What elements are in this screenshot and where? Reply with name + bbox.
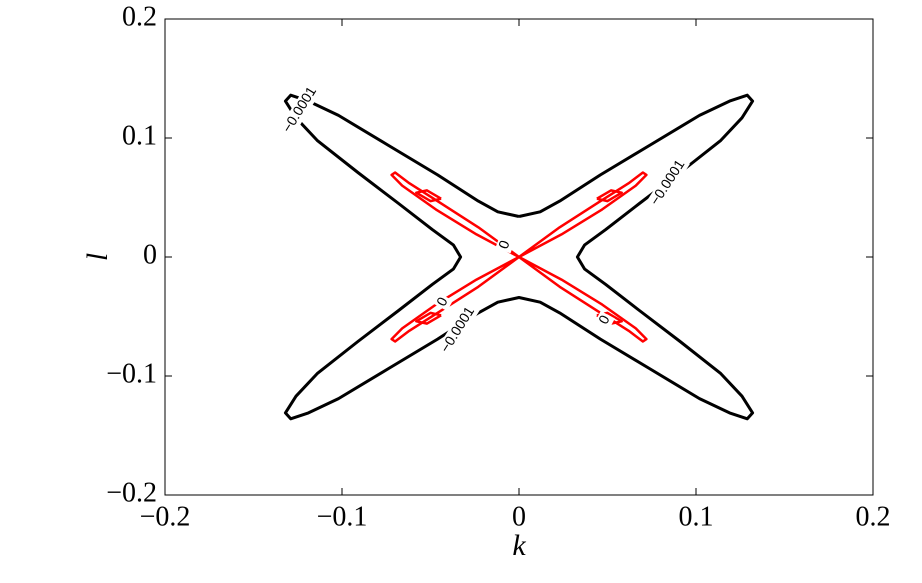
contour-line bbox=[518, 255, 648, 343]
contour-label-bg bbox=[433, 292, 453, 312]
x-axis-label: k bbox=[512, 529, 526, 562]
y-tick-label: −0.1 bbox=[106, 358, 157, 389]
x-tick-label: 0.1 bbox=[679, 501, 714, 532]
contour-label-bg bbox=[436, 302, 480, 358]
x-tick-label: −0.2 bbox=[140, 501, 191, 532]
contour-label-bg bbox=[595, 310, 615, 330]
contour-line bbox=[390, 255, 520, 343]
x-tick-label: −0.1 bbox=[317, 501, 368, 532]
contour-line bbox=[415, 189, 442, 203]
contour-label-bg bbox=[278, 82, 322, 138]
y-axis-label: l bbox=[81, 253, 114, 261]
contour-line bbox=[518, 171, 648, 259]
y-tick-label: −0.2 bbox=[106, 477, 157, 508]
contour-line bbox=[415, 311, 442, 325]
contour-label-bg bbox=[646, 155, 690, 211]
contour-line bbox=[390, 171, 520, 259]
contour-line bbox=[283, 93, 755, 421]
y-tick-label: 0.1 bbox=[122, 120, 157, 151]
contour-label-bg bbox=[495, 236, 515, 254]
y-tick-label: 0.2 bbox=[122, 1, 157, 32]
x-tick-label: 0.2 bbox=[856, 501, 891, 532]
x-tick-label: 0 bbox=[512, 501, 526, 532]
y-tick-label: 0 bbox=[143, 239, 157, 270]
contour-line bbox=[596, 189, 623, 203]
